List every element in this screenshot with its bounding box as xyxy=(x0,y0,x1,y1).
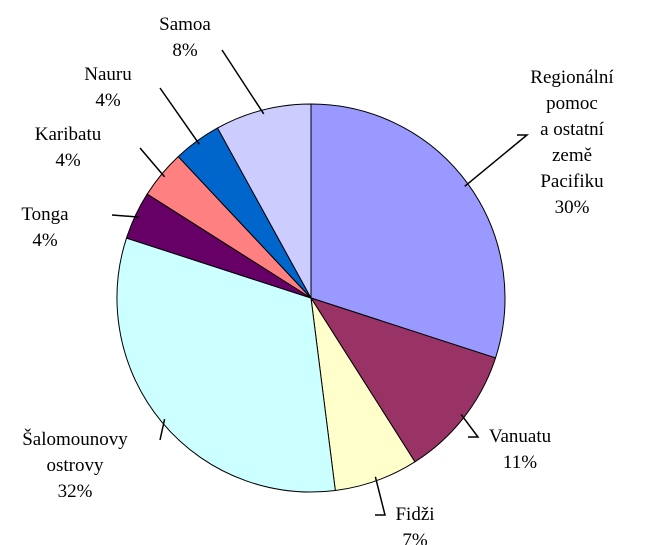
slice-label: Vanuatu 11% xyxy=(489,424,551,476)
value-label: 7% xyxy=(402,530,428,545)
slice-label: Šalomounovy ostrovy 32% xyxy=(22,427,128,505)
category-name: Šalomounovy ostrovy xyxy=(22,429,128,476)
value-label: 8% xyxy=(172,40,198,61)
leader-line xyxy=(460,414,480,438)
value-label: 11% xyxy=(502,452,538,473)
value-label: 32% xyxy=(57,481,93,502)
category-name: Regionální pomoc a ostatní země Pacifiku xyxy=(530,67,614,192)
leader-line xyxy=(464,134,530,187)
slice-label: Nauru 4% xyxy=(84,62,131,114)
value-label: 30% xyxy=(554,197,590,218)
slice-label: Regionální pomoc a ostatní země Pacifiku… xyxy=(527,65,617,221)
category-name: Fidži xyxy=(395,504,435,525)
category-name: Samoa xyxy=(159,14,211,35)
leader-line xyxy=(221,49,265,115)
pie-slice xyxy=(309,297,497,463)
pie-slice xyxy=(216,103,312,299)
leader-line xyxy=(159,87,200,145)
leader-line xyxy=(374,476,386,516)
slice-label: Karibatu 4% xyxy=(35,122,101,174)
value-label: 4% xyxy=(95,90,121,111)
leader-line xyxy=(159,418,166,441)
category-name: Vanuatu xyxy=(488,426,552,447)
category-name: Nauru xyxy=(84,64,132,85)
slice-label: Tonga 4% xyxy=(21,202,68,254)
slice-label: Samoa 8% xyxy=(159,12,211,64)
value-label: 4% xyxy=(55,150,81,171)
leader-line xyxy=(139,147,166,178)
category-name: Tonga xyxy=(21,204,69,225)
slice-label: Fidži 7% xyxy=(395,502,434,545)
category-name: Karibatu xyxy=(34,124,102,145)
leader-line xyxy=(111,214,140,218)
pie-slice xyxy=(116,237,336,493)
value-label: 4% xyxy=(32,230,58,251)
